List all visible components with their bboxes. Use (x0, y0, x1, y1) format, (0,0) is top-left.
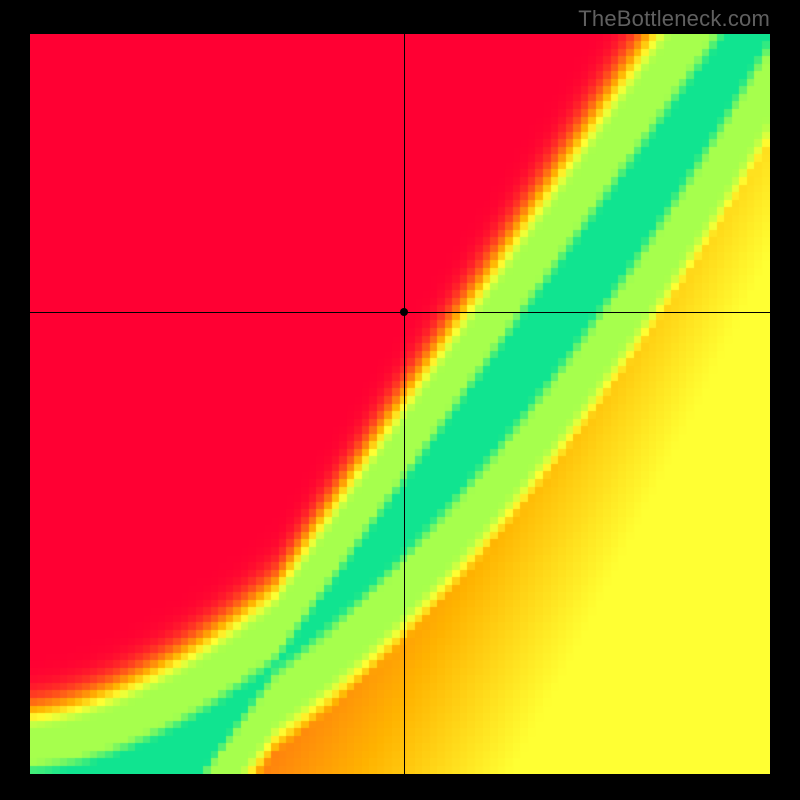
chart-frame: TheBottleneck.com (0, 0, 800, 800)
heatmap-canvas (30, 34, 770, 774)
watermark-text: TheBottleneck.com (578, 6, 770, 32)
